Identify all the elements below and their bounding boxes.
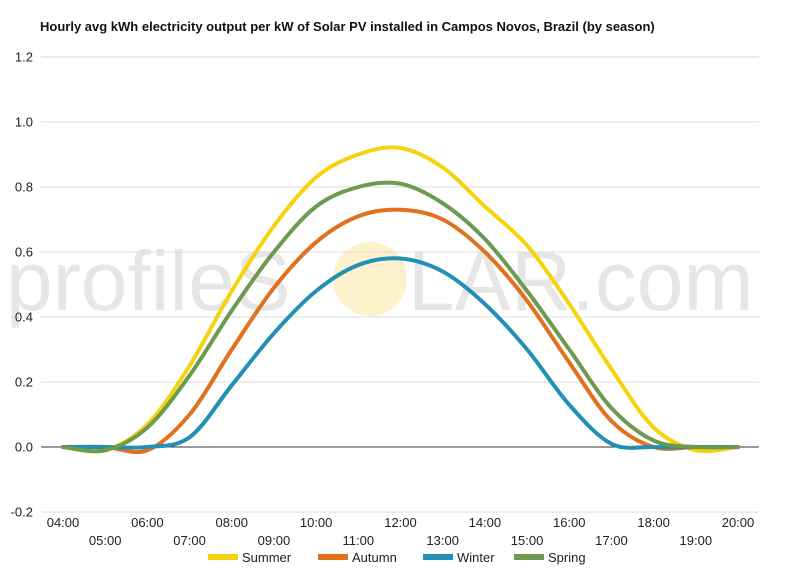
legend-swatch-autumn <box>318 554 348 560</box>
watermark-text-left: profileS <box>6 234 291 328</box>
x-tick-label: 17:00 <box>595 533 628 548</box>
watermark: profileS LAR.com <box>6 234 753 328</box>
legend-swatch-winter <box>423 554 453 560</box>
legend: Summer Autumn Winter Spring <box>208 550 586 565</box>
x-tick-label: 07:00 <box>173 533 206 548</box>
x-tick-label: 06:00 <box>131 515 164 530</box>
x-tick-label: 04:00 <box>47 515 80 530</box>
y-axis-ticks: -0.2 0.0 0.2 0.4 0.6 0.8 1.0 1.2 <box>11 50 33 520</box>
series-line-spring <box>61 180 740 454</box>
y-tick-label: 1.0 <box>15 115 33 130</box>
y-tick-label: -0.2 <box>11 505 33 520</box>
legend-label-winter: Winter <box>457 550 495 565</box>
series-line-winter <box>61 256 740 450</box>
legend-label-autumn: Autumn <box>352 550 397 565</box>
y-tick-label: 1.2 <box>15 50 33 65</box>
legend-label-summer: Summer <box>242 550 292 565</box>
x-tick-label: 12:00 <box>384 515 417 530</box>
series-line-autumn <box>61 207 740 455</box>
x-tick-label: 16:00 <box>553 515 586 530</box>
series-line-summer <box>61 145 740 454</box>
x-tick-label: 19:00 <box>680 533 713 548</box>
chart-title: Hourly avg kWh electricity output per kW… <box>40 19 655 34</box>
x-axis-ticks: 04:00 05:00 06:00 07:00 08:00 09:00 10:00 11:00… <box>47 515 755 548</box>
x-tick-label: 18:00 <box>637 515 670 530</box>
x-tick-label: 09:00 <box>258 533 291 548</box>
y-tick-label: 0.6 <box>15 245 33 260</box>
x-tick-label: 15:00 <box>511 533 544 548</box>
watermark-text-right: LAR.com <box>408 234 753 328</box>
legend-swatch-summer <box>208 554 238 560</box>
legend-label-spring: Spring <box>548 550 586 565</box>
watermark-sun <box>333 242 407 316</box>
x-tick-label: 08:00 <box>215 515 248 530</box>
x-tick-label: 05:00 <box>89 533 122 548</box>
x-tick-label: 10:00 <box>300 515 333 530</box>
y-tick-label: 0.0 <box>15 440 33 455</box>
legend-swatch-spring <box>514 554 544 560</box>
series-lines <box>61 145 740 455</box>
y-tick-label: 0.4 <box>15 310 33 325</box>
grid-lines <box>41 56 759 513</box>
x-tick-label: 11:00 <box>343 533 375 548</box>
x-tick-label: 14:00 <box>469 515 502 530</box>
x-tick-label: 20:00 <box>722 515 755 530</box>
y-tick-label: 0.8 <box>15 180 33 195</box>
x-tick-label: 13:00 <box>426 533 459 548</box>
y-tick-label: 0.2 <box>15 375 33 390</box>
